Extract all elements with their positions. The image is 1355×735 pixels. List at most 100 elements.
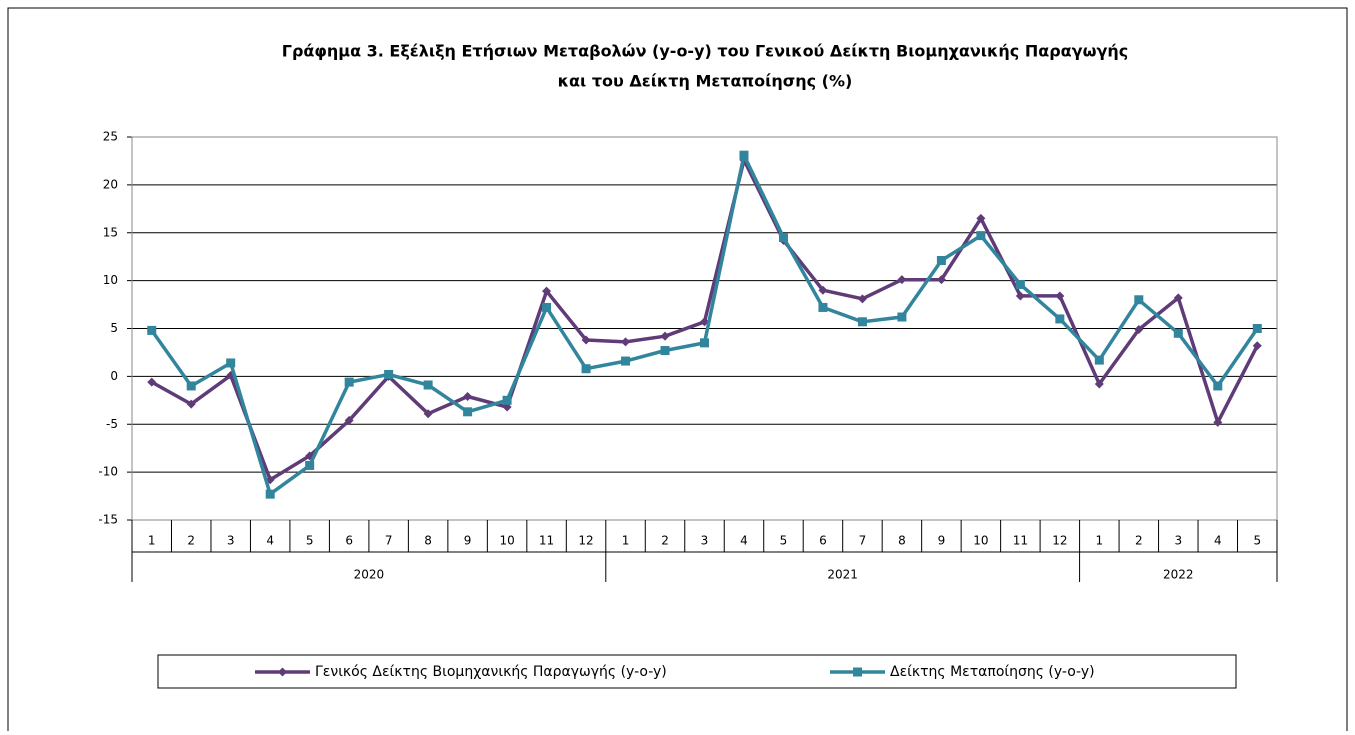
point bbox=[542, 302, 552, 312]
x-tick-label: 1 bbox=[1096, 534, 1104, 548]
point bbox=[463, 407, 473, 417]
point bbox=[344, 377, 354, 387]
point bbox=[186, 399, 196, 409]
x-tick-label: 12 bbox=[578, 534, 593, 548]
point bbox=[1213, 381, 1223, 391]
y-tick-label: 15 bbox=[103, 225, 118, 239]
x-group-label: 2020 bbox=[354, 568, 385, 582]
point bbox=[186, 381, 196, 391]
x-tick-label: 6 bbox=[819, 534, 827, 548]
point bbox=[1252, 341, 1262, 351]
x-tick-label: 5 bbox=[306, 534, 314, 548]
y-tick-label: -10 bbox=[98, 465, 118, 479]
point bbox=[976, 231, 986, 241]
point bbox=[818, 285, 828, 295]
point bbox=[344, 415, 354, 425]
chart-title: και του Δείκτη Μεταποίησης (%) bbox=[558, 72, 853, 91]
y-tick-label: -5 bbox=[106, 417, 118, 431]
point bbox=[857, 317, 867, 327]
x-tick-label: 11 bbox=[539, 534, 554, 548]
x-tick-label: 5 bbox=[1253, 534, 1261, 548]
point bbox=[305, 460, 315, 470]
point bbox=[423, 380, 433, 390]
y-tick-label: 0 bbox=[110, 369, 118, 383]
x-tick-label: 2 bbox=[661, 534, 669, 548]
x-tick-label: 1 bbox=[148, 534, 156, 548]
point bbox=[936, 275, 946, 285]
point bbox=[226, 358, 236, 368]
point bbox=[739, 150, 749, 160]
y-tick-label: 10 bbox=[103, 273, 118, 287]
point bbox=[542, 286, 552, 296]
point bbox=[1173, 293, 1183, 303]
legend-marker bbox=[853, 667, 862, 677]
point bbox=[147, 325, 157, 335]
x-group-label: 2022 bbox=[1163, 568, 1194, 582]
y-tick-label: 25 bbox=[103, 130, 118, 144]
x-tick-label: 3 bbox=[227, 534, 235, 548]
point bbox=[1015, 291, 1025, 301]
x-tick-label: 4 bbox=[740, 534, 748, 548]
point bbox=[700, 338, 709, 348]
point bbox=[384, 369, 394, 379]
x-tick-label: 1 bbox=[622, 534, 630, 548]
x-tick-label: 3 bbox=[1174, 534, 1182, 548]
point bbox=[660, 346, 670, 356]
x-tick-label: 7 bbox=[859, 534, 867, 548]
y-tick-label: 5 bbox=[110, 321, 118, 335]
point bbox=[1134, 295, 1144, 305]
point bbox=[1055, 314, 1065, 324]
point bbox=[502, 395, 512, 405]
x-tick-label: 8 bbox=[898, 534, 906, 548]
x-tick-label: 7 bbox=[385, 534, 393, 548]
point bbox=[818, 302, 828, 312]
x-tick-label: 9 bbox=[464, 534, 472, 548]
point bbox=[265, 489, 275, 499]
y-tick-label: 20 bbox=[103, 177, 118, 191]
point bbox=[581, 335, 591, 345]
x-tick-label: 2 bbox=[187, 534, 195, 548]
point bbox=[857, 294, 867, 304]
x-tick-label: 2 bbox=[1135, 534, 1143, 548]
point bbox=[1173, 328, 1183, 338]
point bbox=[1252, 324, 1262, 333]
x-tick-label: 5 bbox=[780, 534, 788, 548]
x-tick-label: 4 bbox=[266, 534, 274, 548]
plot-border bbox=[131, 136, 1278, 521]
point bbox=[147, 377, 157, 387]
point bbox=[621, 356, 631, 366]
point bbox=[897, 312, 907, 322]
x-tick-label: 9 bbox=[938, 534, 946, 548]
point bbox=[581, 364, 591, 374]
chart-title: Γράφημα 3. Εξέλιξη Ετήσιων Μεταβολών (y-… bbox=[282, 42, 1129, 61]
x-tick-label: 10 bbox=[499, 534, 514, 548]
legend-marker bbox=[278, 667, 287, 677]
x-tick-label: 8 bbox=[424, 534, 432, 548]
legend-box bbox=[157, 654, 1237, 689]
point bbox=[1094, 379, 1104, 389]
point bbox=[621, 337, 631, 347]
point bbox=[660, 331, 670, 341]
y-tick-label: -15 bbox=[98, 513, 118, 527]
point bbox=[897, 275, 907, 285]
legend-label: Γενικός Δείκτης Βιομηχανικής Παραγωγής (… bbox=[315, 664, 667, 680]
x-tick-label: 10 bbox=[973, 534, 988, 548]
point bbox=[778, 233, 788, 243]
x-tick-label: 11 bbox=[1013, 534, 1028, 548]
x-tick-label: 3 bbox=[701, 534, 709, 548]
x-tick-label: 6 bbox=[345, 534, 353, 548]
x-tick-label: 4 bbox=[1214, 534, 1222, 548]
point bbox=[1055, 291, 1065, 301]
chart-frame bbox=[7, 7, 1348, 731]
x-group-label: 2021 bbox=[827, 568, 858, 582]
x-tick-label: 12 bbox=[1052, 534, 1067, 548]
point bbox=[1094, 355, 1104, 365]
point bbox=[1213, 417, 1223, 427]
point bbox=[1134, 324, 1144, 334]
point bbox=[1015, 279, 1025, 289]
point bbox=[463, 391, 473, 401]
point bbox=[976, 213, 986, 223]
legend-label: Δείκτης Μεταποίησης (y-o-y) bbox=[890, 664, 1095, 680]
point bbox=[936, 256, 946, 266]
